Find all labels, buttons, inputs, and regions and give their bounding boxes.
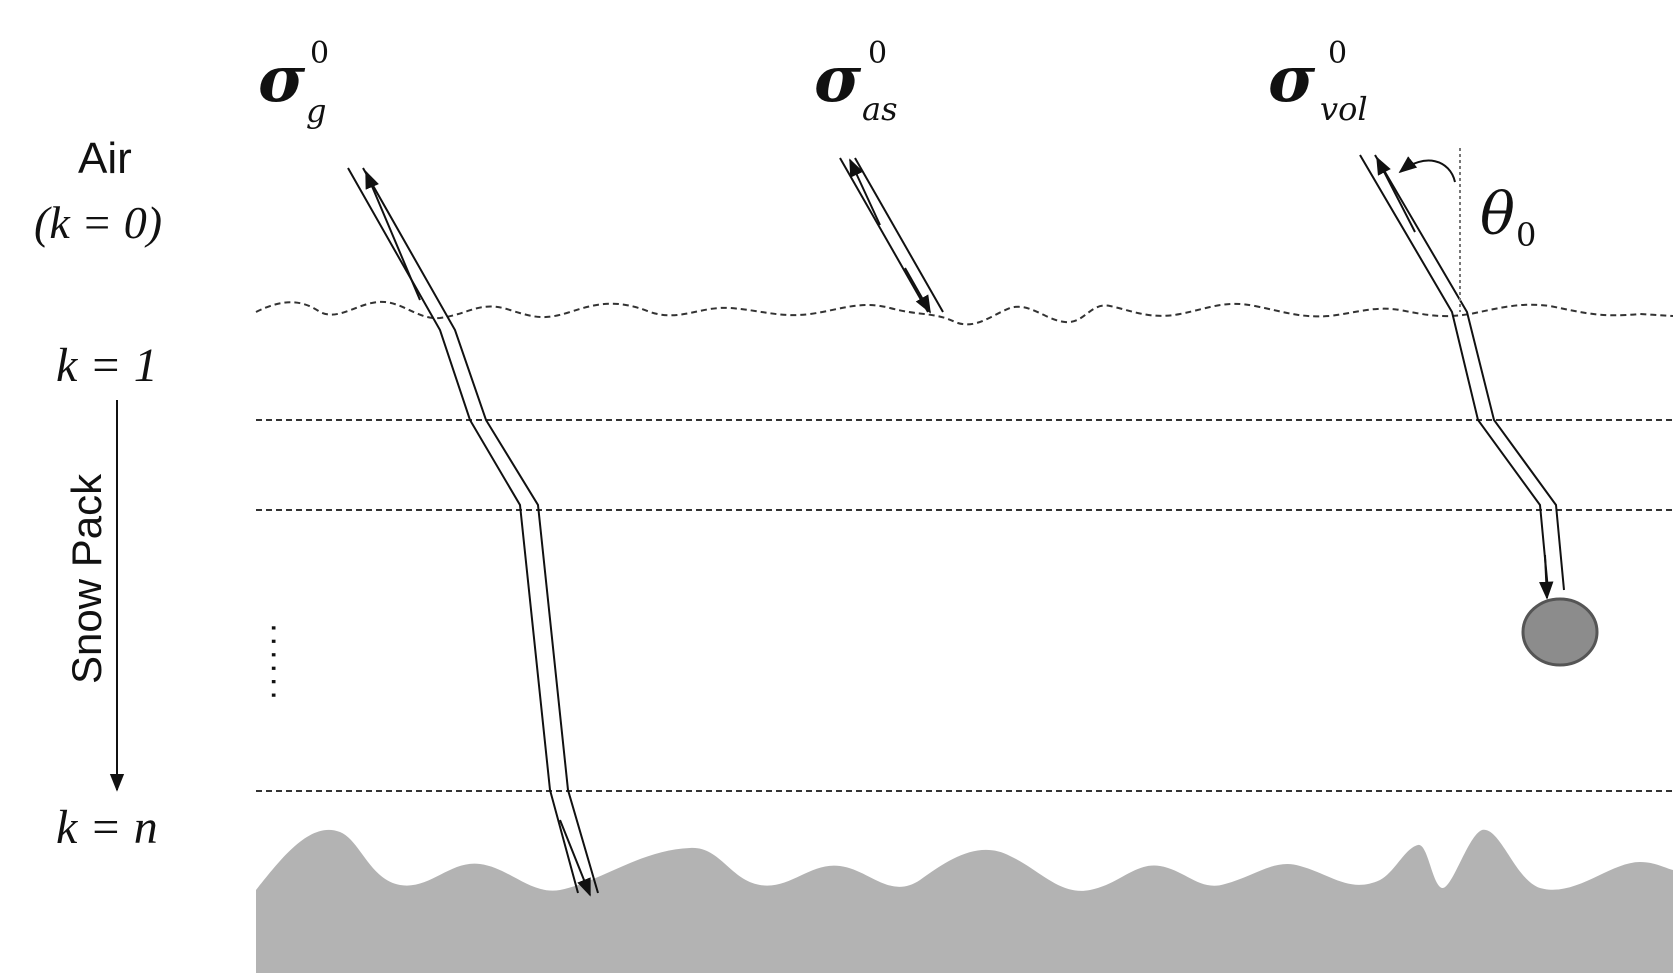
incidence-angle-arc <box>1398 156 1456 183</box>
ground-incident-arrow <box>559 819 591 897</box>
air-snow-interface <box>255 300 1673 326</box>
incidence-angle-symbol: θ 0 <box>1480 180 1537 254</box>
last-layer-index: k = n <box>56 801 158 854</box>
ground <box>256 829 1673 973</box>
surface-backscatter-arrow <box>849 158 881 226</box>
volume-backscatter-symbol: σ 0 vol <box>1268 36 1368 128</box>
surface-scatter-path <box>839 157 944 313</box>
ground-backscatter-arrow <box>365 170 421 301</box>
air-layer-index: (k = 0) <box>34 197 163 248</box>
volume-scatter-path <box>1359 154 1565 591</box>
first-layer-index: k = 1 <box>56 339 158 392</box>
snow-grain-particle <box>1521 597 1599 667</box>
volume-incident-arrow <box>1539 554 1554 600</box>
surface-backscatter-symbol: σ 0 as <box>814 36 898 128</box>
ground-scatter-path <box>347 167 599 894</box>
air-label: Air <box>78 134 132 183</box>
surface-incident-arrow <box>904 267 931 314</box>
volume-backscatter-arrow <box>1376 156 1416 233</box>
snow-pack-label: Snow Pack <box>63 473 110 684</box>
ground-backscatter-symbol: σ 0 g <box>258 36 330 130</box>
layer-ellipsis: ...... <box>245 619 284 700</box>
